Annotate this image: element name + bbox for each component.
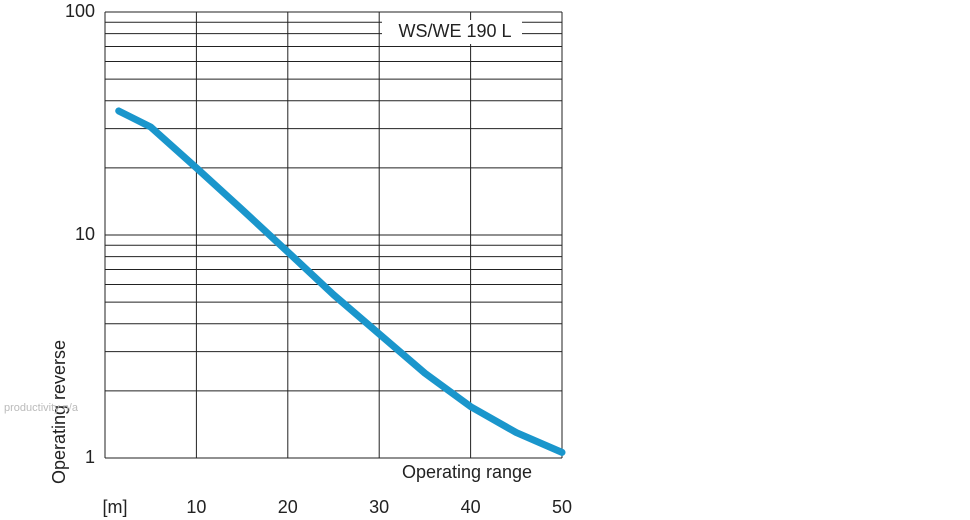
x-tick-label: 40 (461, 497, 481, 517)
x-axis-label: Operating range (402, 462, 532, 482)
watermark: productivity n/a (4, 402, 79, 414)
x-label-bg (392, 462, 542, 484)
y-tick-label: 10 (75, 224, 95, 244)
x-tick-label: 50 (552, 497, 572, 517)
x-tick-label: 10 (186, 497, 206, 517)
series-line (115, 107, 566, 456)
y-tick-label: 100 (65, 1, 95, 21)
legend-bg (382, 20, 522, 44)
legend-label: WS/WE 190 L (398, 21, 511, 41)
y-tick-label: 1 (85, 447, 95, 467)
x-tick-label: 20 (278, 497, 298, 517)
y-axis-label: Operating reverse (49, 340, 69, 484)
x-tick-label: [m] (103, 497, 128, 517)
x-tick-label: 30 (369, 497, 389, 517)
